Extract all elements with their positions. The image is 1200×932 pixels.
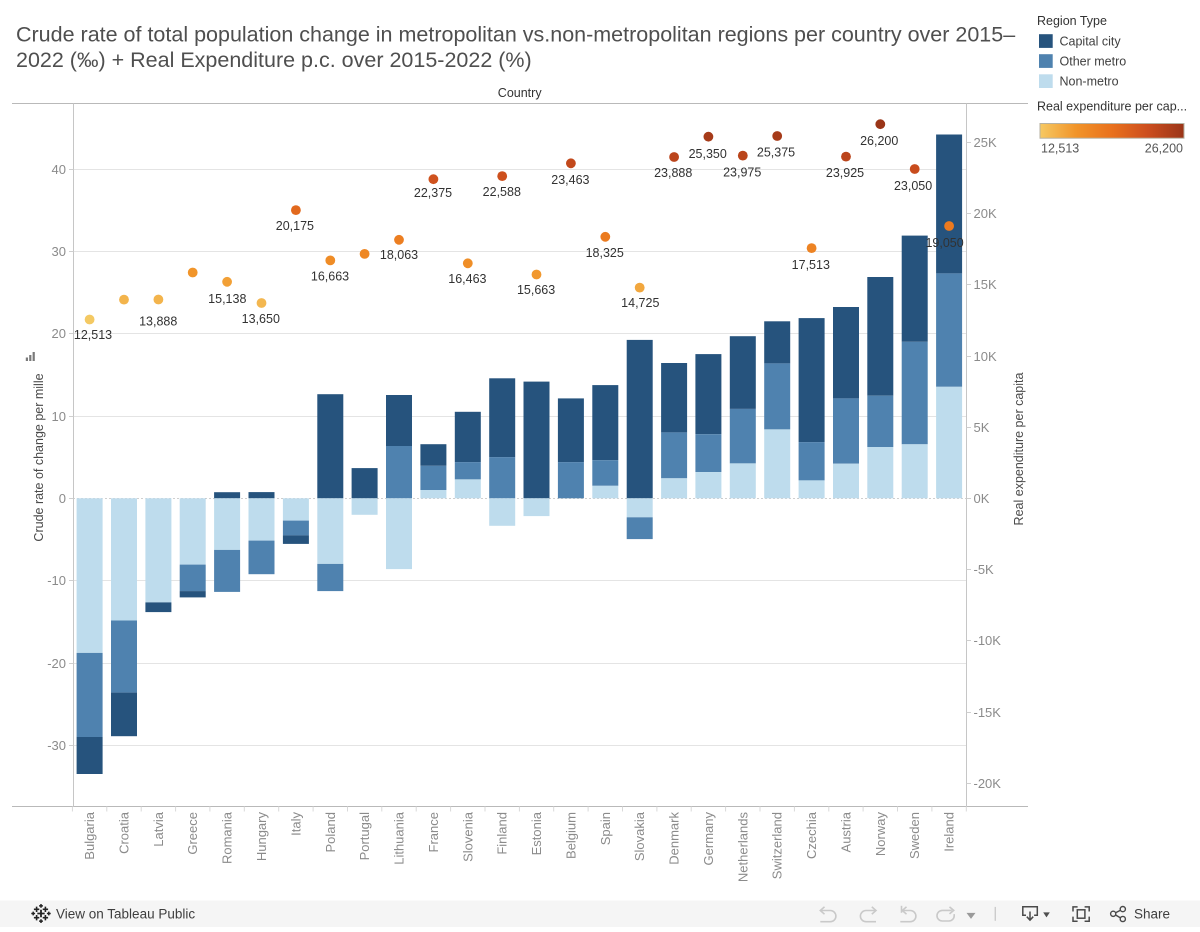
svg-text:Italy: Italy [288, 812, 303, 836]
svg-text:Czechia: Czechia [804, 811, 819, 859]
svg-text:16,463: 16,463 [448, 272, 486, 286]
svg-text:Norway: Norway [873, 812, 888, 857]
svg-text:23,050: 23,050 [894, 179, 932, 193]
svg-text:20,175: 20,175 [276, 219, 314, 233]
svg-text:Share: Share [1134, 907, 1170, 922]
svg-text:2022 (‰) + Real Expenditure p.: 2022 (‰) + Real Expenditure p.c. over 20… [16, 48, 532, 72]
svg-text:-10K: -10K [974, 633, 1002, 648]
svg-text:10: 10 [52, 409, 66, 424]
svg-text:14,725: 14,725 [621, 296, 659, 310]
svg-text:Real expenditure per capita: Real expenditure per capita [1012, 373, 1026, 526]
svg-text:Estonia: Estonia [529, 811, 544, 855]
svg-text:Hungary: Hungary [254, 812, 269, 862]
svg-text:Denmark: Denmark [667, 812, 682, 865]
svg-text:16,663: 16,663 [311, 270, 349, 284]
svg-text:Crude rate of change per mille: Crude rate of change per mille [32, 373, 46, 541]
svg-text:-15K: -15K [974, 705, 1002, 720]
svg-text:0: 0 [59, 491, 66, 506]
svg-text:Germany: Germany [701, 812, 716, 866]
svg-text:25K: 25K [974, 135, 997, 150]
svg-text:23,975: 23,975 [723, 165, 761, 179]
svg-text:17,513: 17,513 [792, 258, 830, 272]
svg-text:Romania: Romania [220, 811, 235, 864]
svg-text:-30: -30 [47, 738, 66, 753]
svg-text:Belgium: Belgium [563, 812, 578, 859]
svg-text:15,138: 15,138 [208, 292, 246, 306]
svg-text:France: France [426, 812, 441, 852]
svg-text:Portugal: Portugal [357, 812, 372, 861]
svg-text:30: 30 [52, 244, 66, 259]
svg-text:26,200: 26,200 [860, 134, 898, 148]
svg-text:Country: Country [498, 86, 543, 100]
svg-text:Latvia: Latvia [151, 811, 166, 846]
svg-text:13,650: 13,650 [242, 312, 280, 326]
svg-text:13,888: 13,888 [139, 315, 177, 329]
svg-text:Spain: Spain [598, 812, 613, 845]
svg-text:Ireland: Ireland [942, 812, 957, 852]
svg-text:Capital city: Capital city [1060, 35, 1122, 49]
svg-text:20K: 20K [974, 206, 997, 221]
svg-text:25,375: 25,375 [757, 146, 795, 160]
svg-text:22,375: 22,375 [414, 186, 452, 200]
svg-text:25,350: 25,350 [689, 147, 727, 161]
svg-text:Switzerland: Switzerland [770, 812, 785, 879]
svg-text:0K: 0K [974, 491, 990, 506]
svg-text:-20: -20 [47, 656, 66, 671]
svg-text:-5K: -5K [974, 562, 995, 577]
svg-text:10K: 10K [974, 349, 997, 364]
svg-text:12,513: 12,513 [74, 328, 112, 342]
svg-text:15,663: 15,663 [517, 283, 555, 297]
svg-text:12,513: 12,513 [1041, 142, 1079, 156]
svg-text:-20K: -20K [974, 776, 1002, 791]
svg-text:20: 20 [52, 326, 66, 341]
svg-text:23,925: 23,925 [826, 166, 864, 180]
svg-text:Sweden: Sweden [907, 812, 922, 859]
svg-text:26,200: 26,200 [1145, 142, 1183, 156]
svg-text:Austria: Austria [839, 811, 854, 852]
svg-text:Netherlands: Netherlands [735, 812, 750, 883]
svg-text:Other metro: Other metro [1060, 55, 1127, 69]
svg-text:18,063: 18,063 [380, 248, 418, 262]
svg-text:22,588: 22,588 [483, 185, 521, 199]
svg-text:40: 40 [52, 162, 66, 177]
svg-text:-10: -10 [47, 573, 66, 588]
svg-text:Region Type: Region Type [1037, 14, 1107, 28]
svg-text:Bulgaria: Bulgaria [82, 811, 97, 859]
svg-text:19,050: 19,050 [925, 236, 963, 250]
svg-text:View on Tableau Public: View on Tableau Public [56, 907, 195, 922]
svg-text:23,463: 23,463 [551, 173, 589, 187]
svg-text:Non-metro: Non-metro [1060, 75, 1119, 89]
svg-text:15K: 15K [974, 277, 997, 292]
svg-text:18,325: 18,325 [586, 246, 624, 260]
svg-text:Greece: Greece [185, 812, 200, 855]
svg-text:Lithuania: Lithuania [392, 811, 407, 865]
svg-text:Slovakia: Slovakia [632, 811, 647, 861]
svg-text:23,888: 23,888 [654, 166, 692, 180]
svg-text:Real expenditure per cap...: Real expenditure per cap... [1037, 100, 1187, 114]
svg-text:Croatia: Croatia [117, 811, 132, 854]
svg-text:5K: 5K [974, 420, 990, 435]
svg-text:Poland: Poland [323, 812, 338, 852]
svg-text:Slovenia: Slovenia [460, 811, 475, 862]
svg-text:Crude rate of total population: Crude rate of total population change in… [16, 23, 1015, 47]
svg-text:Finland: Finland [495, 812, 510, 855]
